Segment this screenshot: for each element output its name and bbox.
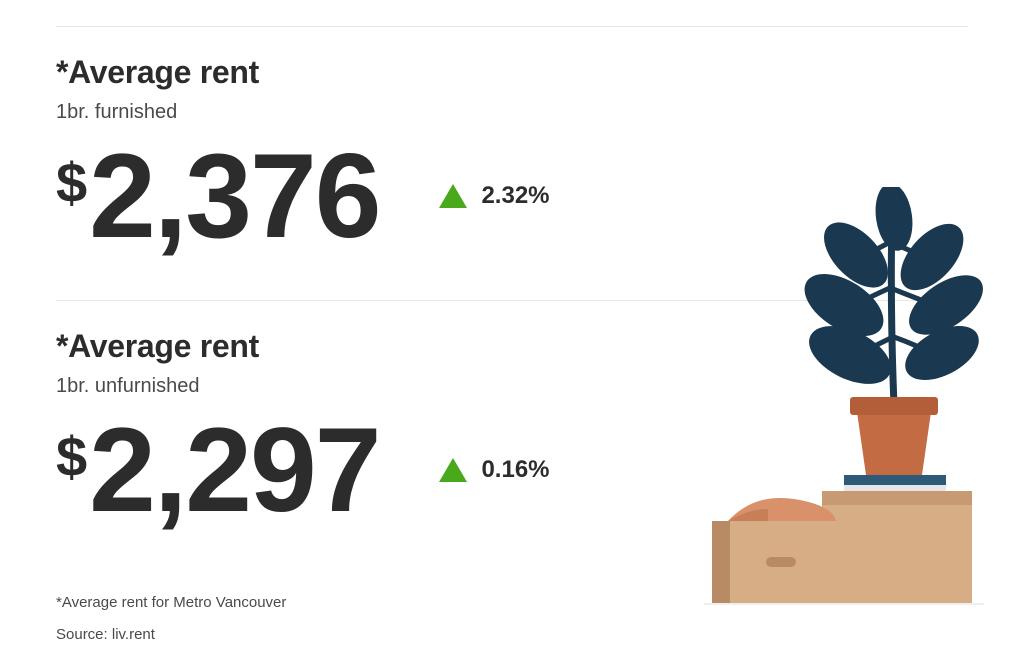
section-subtitle: 1br. furnished xyxy=(56,101,550,124)
rent-value: 2,376 xyxy=(89,136,379,256)
currency-symbol: $ xyxy=(56,424,87,489)
currency-symbol: $ xyxy=(56,150,87,215)
footnote-scope: *Average rent for Metro Vancouver xyxy=(56,594,286,611)
section-subtitle: 1br. unfurnished xyxy=(56,375,550,398)
up-triangle-icon xyxy=(439,458,467,482)
footnote-source: Source: liv.rent xyxy=(56,626,155,643)
rent-value: 2,297 xyxy=(89,410,379,530)
value-row: $ 2,376 2.32% xyxy=(56,136,550,256)
change-indicator: 2.32% xyxy=(439,182,549,210)
up-triangle-icon xyxy=(439,184,467,208)
section-title: *Average rent xyxy=(56,54,550,91)
change-percent: 2.32% xyxy=(481,182,549,210)
infographic-container: *Average rent 1br. furnished $ 2,376 2.3… xyxy=(0,0,1024,657)
change-indicator: 0.16% xyxy=(439,456,549,484)
rent-section-furnished: *Average rent 1br. furnished $ 2,376 2.3… xyxy=(56,54,550,256)
moving-boxes-illustration xyxy=(704,187,984,607)
value-row: $ 2,297 0.16% xyxy=(56,410,550,530)
rent-section-unfurnished: *Average rent 1br. unfurnished $ 2,297 0… xyxy=(56,328,550,530)
section-title: *Average rent xyxy=(56,328,550,365)
divider-top xyxy=(56,26,968,27)
change-percent: 0.16% xyxy=(481,456,549,484)
